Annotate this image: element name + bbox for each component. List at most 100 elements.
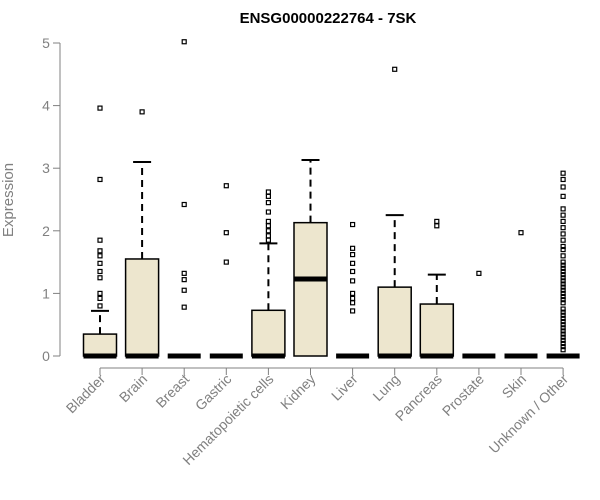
outlier-11-3 — [560, 337, 566, 343]
category-label-0: Bladder — [63, 371, 109, 417]
outlier-11-19 — [560, 284, 566, 290]
outlier-2-5 — [181, 39, 187, 45]
outlier-11-27 — [560, 259, 566, 265]
outlier-11-10 — [560, 315, 566, 322]
outlier-4-7 — [265, 193, 271, 199]
outlier-4-3 — [265, 223, 271, 229]
category-label-7: Lung — [369, 371, 402, 404]
category-label-1: Brain — [116, 371, 150, 405]
outlier-11-32 — [560, 231, 566, 237]
outlier-0-10 — [97, 105, 103, 111]
outlier-6-5 — [350, 268, 356, 275]
outlier-11-9 — [560, 318, 566, 325]
box-11 — [546, 170, 580, 359]
outlier-4-0 — [265, 237, 271, 243]
outlier-4-4 — [265, 218, 271, 225]
outlier-3-2 — [223, 183, 229, 189]
outlier-2-4 — [181, 201, 187, 208]
outlier-11-15 — [560, 297, 566, 303]
outlier-11-7 — [560, 325, 566, 331]
outlier-11-5 — [560, 331, 566, 337]
outlier-11-36 — [560, 206, 566, 212]
outlier-11-11 — [560, 312, 566, 318]
outlier-2-1 — [181, 287, 187, 293]
outlier-0-6 — [97, 253, 103, 259]
outlier-0-4 — [97, 268, 103, 275]
outlier-6-4 — [350, 278, 356, 284]
outlier-4-1 — [265, 233, 271, 239]
outlier-0-5 — [97, 260, 103, 266]
box-8 — [419, 218, 455, 359]
category-label-5: Kidney — [277, 371, 319, 413]
outlier-11-35 — [560, 212, 566, 218]
outlier-11-30 — [560, 243, 566, 250]
category-label-2: Breast — [152, 371, 192, 411]
outlier-6-1 — [350, 300, 356, 306]
outlier-8-1 — [434, 218, 440, 225]
outlier-6-6 — [350, 260, 356, 266]
box-3 — [209, 183, 243, 359]
outlier-4-8 — [265, 189, 271, 195]
outlier-11-31 — [560, 237, 566, 243]
outlier-11-28 — [560, 253, 566, 259]
outlier-11-21 — [560, 278, 566, 284]
category-label-6: Liver — [328, 371, 361, 404]
outlier-9-0 — [476, 270, 482, 276]
y-axis-label: Expression — [0, 163, 17, 237]
outlier-11-17 — [560, 290, 566, 296]
outlier-6-3 — [350, 290, 356, 296]
box-1 — [124, 109, 160, 359]
outlier-11-40 — [560, 170, 566, 176]
outlier-4-5 — [265, 209, 271, 215]
outlier-11-39 — [560, 176, 566, 183]
outlier-11-25 — [560, 265, 566, 271]
category-label-10: Skin — [499, 371, 530, 402]
outlier-11-8 — [560, 322, 566, 328]
category-label-8: Pancreas — [392, 371, 445, 424]
y-tick-label-0: 0 — [42, 348, 50, 364]
outlier-11-13 — [560, 306, 566, 312]
outlier-4-6 — [265, 200, 271, 206]
outlier-11-38 — [560, 184, 566, 190]
y-tick-label-3: 3 — [42, 160, 50, 176]
outlier-11-34 — [560, 218, 566, 225]
outlier-1-0 — [139, 109, 145, 115]
outlier-11-29 — [560, 246, 566, 253]
box-6 — [336, 221, 370, 359]
outlier-2-2 — [181, 277, 187, 283]
y-tick-label-4: 4 — [42, 98, 50, 114]
outlier-11-2 — [560, 340, 566, 347]
box-5 — [293, 159, 328, 357]
outlier-11-6 — [560, 328, 566, 334]
outlier-3-0 — [223, 259, 229, 265]
outlier-11-23 — [560, 272, 566, 278]
box-0 — [82, 105, 118, 359]
outlier-0-8 — [97, 237, 103, 243]
outlier-4-2 — [265, 228, 271, 234]
box-rect-0 — [82, 333, 118, 357]
outlier-11-12 — [560, 309, 566, 315]
y-tick-label-5: 5 — [42, 35, 50, 51]
box-rect-8 — [419, 303, 455, 357]
box-10 — [504, 230, 538, 359]
outlier-6-2 — [350, 295, 356, 302]
box-rect-5 — [293, 221, 328, 357]
outlier-6-8 — [350, 245, 356, 251]
chart-title: ENSG00000222764 - 7SK — [240, 10, 417, 27]
outlier-11-16 — [560, 293, 566, 300]
outlier-11-1 — [560, 344, 566, 350]
box-rect-4 — [251, 309, 286, 357]
outlier-2-3 — [181, 270, 187, 276]
x-axis — [99, 367, 564, 375]
outlier-0-7 — [97, 248, 103, 254]
outlier-0-1 — [97, 295, 103, 302]
outlier-0-9 — [97, 176, 103, 183]
outlier-0-2 — [97, 290, 103, 296]
outlier-3-1 — [223, 230, 229, 236]
outlier-11-20 — [560, 281, 566, 287]
box-9 — [462, 270, 496, 359]
outlier-11-22 — [560, 275, 566, 281]
outlier-11-14 — [560, 300, 566, 306]
